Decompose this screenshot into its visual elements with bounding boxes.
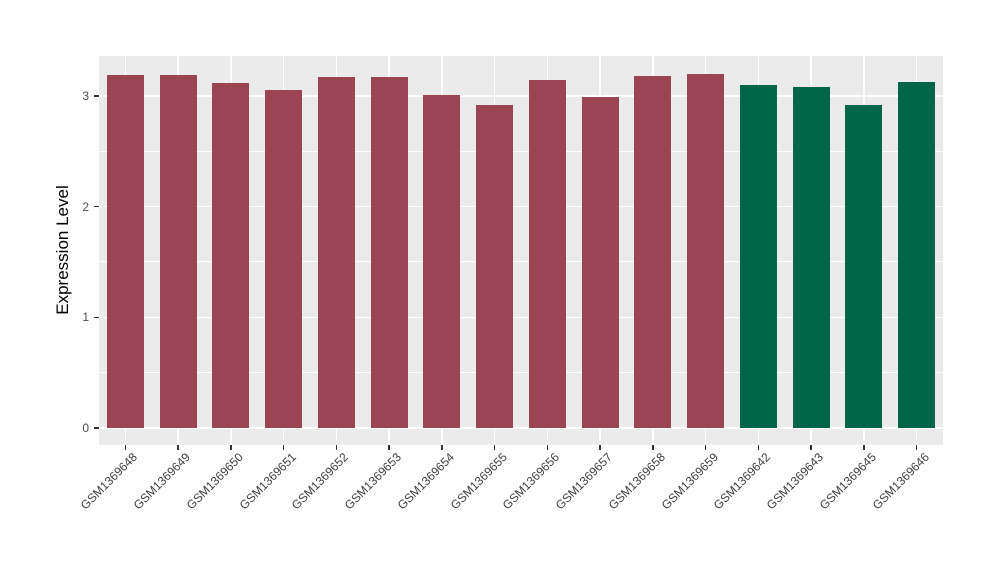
x-tick-mark [546, 445, 549, 450]
bar-GSM1369642 [739, 84, 777, 428]
x-tick-mark [915, 445, 918, 450]
y-tick-label: 3 [82, 88, 89, 103]
y-tick-mark [94, 427, 99, 429]
x-tick-mark [124, 445, 127, 450]
y-tick-label: 1 [82, 310, 89, 325]
bar-GSM1369656 [528, 80, 566, 428]
gridline-major [99, 427, 943, 429]
x-tick-mark [810, 445, 812, 450]
x-tick-mark [177, 445, 179, 450]
x-tick-mark [652, 445, 654, 450]
x-tick-mark [704, 445, 707, 450]
y-tick-label: 0 [82, 421, 89, 435]
gridline-major [99, 316, 943, 319]
bar-GSM1369645 [845, 104, 883, 428]
gridline-major [99, 205, 943, 208]
bar-GSM1369643 [792, 87, 830, 428]
bar-GSM1369653 [370, 77, 408, 428]
bar-GSM1369652 [317, 77, 355, 428]
x-tick-mark [230, 445, 232, 450]
y-tick-label: 2 [82, 199, 89, 214]
x-tick-mark [493, 445, 496, 450]
y-tick-mark [94, 205, 99, 208]
gridline-major [99, 95, 943, 97]
x-tick-mark [599, 445, 601, 450]
x-tick-mark [863, 445, 865, 450]
bar-GSM1369659 [687, 73, 725, 428]
bar-GSM1369654 [423, 94, 461, 428]
bar-GSM1369655 [476, 104, 514, 428]
gridline-minor [99, 372, 943, 374]
x-tick-mark [282, 445, 285, 450]
bar-GSM1369650 [212, 82, 250, 428]
bar-GSM1369649 [159, 74, 197, 428]
x-tick-mark [335, 445, 338, 450]
gridline-minor [99, 150, 943, 152]
x-tick-mark [441, 445, 443, 450]
y-tick-mark [94, 316, 99, 319]
bar-GSM1369648 [106, 74, 144, 428]
x-tick-mark [388, 445, 390, 450]
bar-GSM1369657 [581, 97, 619, 428]
bar-GSM1369658 [634, 75, 672, 428]
bar-GSM1369646 [898, 81, 936, 428]
gridline-minor [99, 261, 943, 263]
y-tick-mark [94, 95, 99, 97]
x-tick-mark [757, 445, 760, 450]
plot-panel [99, 56, 943, 445]
bar-GSM1369651 [265, 90, 303, 428]
